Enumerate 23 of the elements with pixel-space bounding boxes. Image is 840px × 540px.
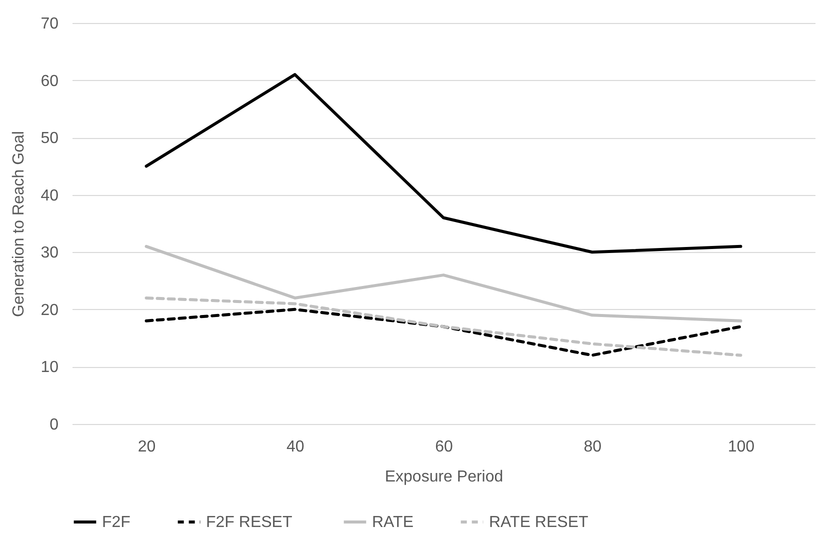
y-axis-title: Generation to Reach Goal <box>10 131 28 317</box>
y-tick-label: 0 <box>50 416 59 434</box>
y-tick-label: 60 <box>40 72 59 90</box>
y-tick-label: 10 <box>40 359 59 376</box>
line-series <box>144 296 742 357</box>
x-tick-label: 60 <box>435 438 453 456</box>
y-tick-label: 40 <box>40 187 59 204</box>
y-tick-label: 20 <box>40 302 59 319</box>
x-tick-label: 40 <box>286 438 304 456</box>
y-tick-label: 30 <box>40 244 59 262</box>
x-tick-label: 20 <box>138 438 156 456</box>
legend-label: RATE <box>372 514 414 531</box>
legend-label: F2F <box>102 514 131 531</box>
y-tick-label: 50 <box>40 130 59 148</box>
x-tick-label: 80 <box>584 438 602 456</box>
legend-label: RATE RESET <box>489 514 588 531</box>
x-axis-title: Exposure Period <box>384 468 504 486</box>
y-tick-label: 70 <box>40 16 59 32</box>
line-series <box>144 308 742 357</box>
line-series <box>144 73 742 254</box>
x-tick-label: 100 <box>728 438 755 456</box>
line-series <box>144 244 742 322</box>
legend-label: F2F RESET <box>206 514 292 531</box>
